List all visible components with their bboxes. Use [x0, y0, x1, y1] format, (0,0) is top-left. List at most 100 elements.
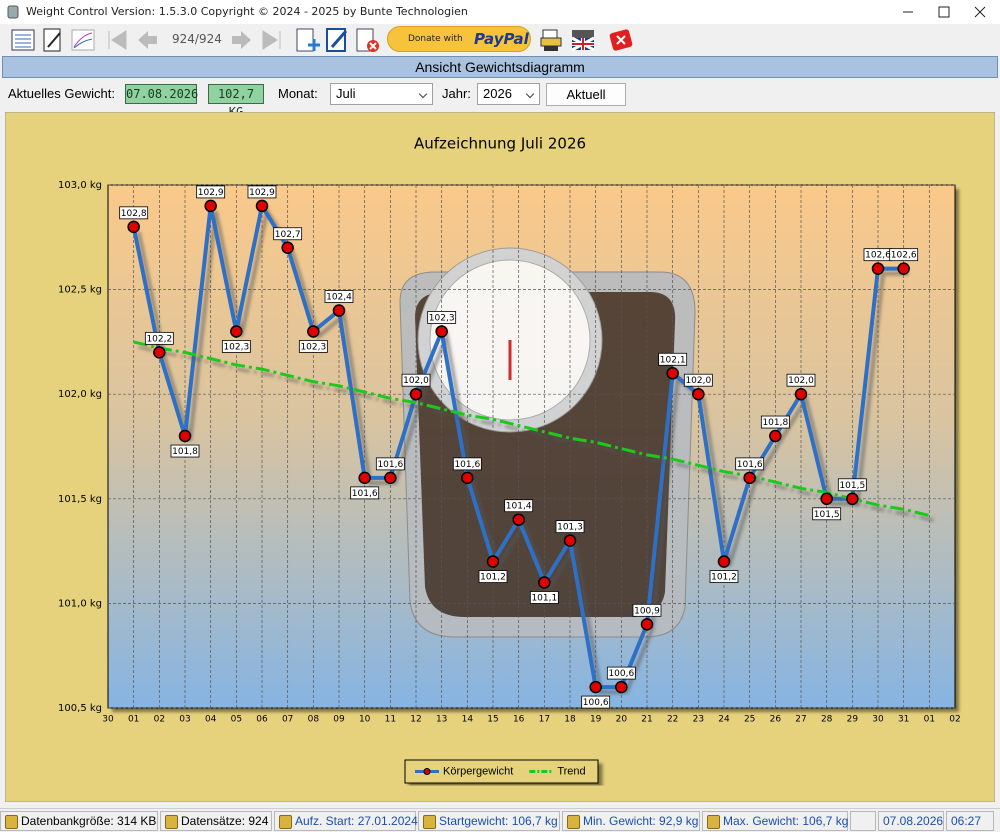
value-label: 100,6	[583, 698, 609, 708]
current-weight-label: Aktuelles Gewicht:	[8, 86, 115, 101]
data-point	[897, 262, 910, 275]
y-tick-label: 102,0 kg	[58, 389, 102, 400]
value-label-box	[144, 331, 174, 345]
previous-record-button[interactable]	[134, 27, 160, 53]
data-point	[204, 199, 217, 213]
close-button[interactable]	[974, 6, 986, 18]
exit-button[interactable]	[608, 27, 634, 53]
edit-view-button[interactable]	[40, 27, 66, 53]
value-label-box	[529, 591, 559, 604]
value-label-box	[812, 507, 842, 521]
x-tick-label: 17	[539, 715, 550, 725]
window-title: Weight Control Version: 1.5.3.0 Copyrigh…	[26, 5, 468, 18]
status-item: Max. Gewicht: 106,7 kg	[702, 811, 848, 831]
value-label-box	[555, 520, 585, 534]
list-view-button[interactable]	[10, 27, 36, 53]
first-record-button[interactable]	[104, 27, 130, 53]
x-tick-label: 27	[795, 715, 806, 725]
current-weight-display: 102,7 KG	[208, 84, 264, 119]
value-label-box	[273, 227, 303, 241]
year-label: Jahr:	[442, 86, 471, 101]
refresh-button[interactable]: Aktuell	[546, 83, 626, 106]
last-record-button[interactable]	[258, 27, 284, 53]
year-combo[interactable]: 2026	[477, 83, 540, 105]
x-tick-label: 21	[641, 715, 652, 725]
status-item: Datenbankgröße: 314 KB	[0, 811, 158, 831]
new-record-button[interactable]	[294, 27, 320, 53]
next-record-button[interactable]	[228, 27, 254, 53]
print-button[interactable]	[538, 27, 564, 53]
value-label-box	[247, 185, 277, 199]
status-item: 06:27	[946, 811, 994, 831]
chart-view-button[interactable]	[70, 27, 96, 53]
y-tick-label: 101,0 kg	[58, 598, 102, 609]
value-label-box	[632, 603, 662, 617]
language-button[interactable]	[570, 27, 596, 53]
value-label: 100,6	[608, 669, 634, 679]
title-bar: Weight Control Version: 1.5.3.0 Copyrigh…	[0, 0, 1000, 24]
edit-record-button[interactable]	[324, 27, 350, 53]
data-point	[435, 325, 448, 338]
maximize-button[interactable]	[938, 6, 950, 18]
value-label-box	[478, 570, 508, 583]
value-label: 102,6	[865, 251, 891, 261]
chart: Aufzeichnung Juli 2026 102,8102,2101,810…	[5, 112, 995, 802]
data-point	[281, 241, 294, 255]
data-point	[563, 534, 577, 547]
data-point	[512, 513, 525, 526]
data-point	[640, 618, 654, 631]
x-tick-label: 24	[718, 715, 730, 725]
donate-button[interactable]: Donate with PayPal	[387, 26, 531, 52]
legend-label: Trend	[557, 765, 585, 777]
status-icon	[567, 815, 580, 829]
value-label: 102,9	[198, 188, 224, 198]
value-label: 101,6	[454, 460, 480, 470]
data-point	[153, 346, 166, 359]
value-label-box	[606, 666, 636, 680]
x-tick-label: 23	[693, 715, 704, 725]
status-icon	[165, 815, 178, 829]
delete-record-button[interactable]	[354, 27, 380, 53]
value-label-box	[760, 415, 790, 429]
x-tick-label: 01	[128, 715, 139, 725]
value-label: 102,7	[275, 230, 301, 240]
window-controls	[903, 6, 986, 18]
status-item: Datensätze: 924	[160, 811, 272, 831]
x-tick-label: 11	[385, 715, 396, 725]
x-tick-label: 04	[205, 715, 217, 725]
value-label-box	[786, 373, 816, 387]
value-label-box	[709, 570, 739, 583]
donate-prefix: Donate with	[408, 34, 463, 44]
x-tick-label: 08	[308, 715, 320, 725]
month-combo[interactable]: Juli	[330, 83, 433, 105]
y-tick-label: 100,5 kg	[58, 703, 102, 714]
value-label-box	[221, 340, 251, 353]
x-tick-label: 01	[924, 715, 935, 725]
status-item: Min. Gewicht: 92,9 kg	[562, 811, 700, 831]
x-tick-label: 07	[282, 715, 293, 725]
plot: 102,8 102,2 101,8 102,9 102,3 102,9 102,7 102,3…	[108, 184, 955, 709]
x-tick-label: 06	[256, 715, 268, 725]
current-date-display: 07.08.2026	[125, 84, 198, 104]
x-tick-label: 30	[102, 715, 114, 725]
x-tick-label: 18	[564, 715, 576, 725]
x-tick-label: 10	[359, 715, 371, 725]
x-tick-label: 05	[231, 715, 242, 725]
status-item: Aufz. Start: 27.01.2024	[274, 811, 418, 831]
value-label-box	[196, 185, 226, 199]
value-label: 102,3	[223, 342, 249, 352]
donate-brand: PayPal	[474, 30, 529, 48]
data-point	[178, 429, 192, 443]
status-icon	[423, 815, 436, 829]
status-icon	[279, 815, 292, 829]
value-label: 101,5	[814, 510, 840, 520]
legend-box	[404, 759, 599, 784]
value-label: 101,6	[352, 489, 378, 499]
value-label-box	[170, 444, 200, 458]
value-label-box	[375, 457, 405, 471]
value-label: 102,8	[121, 209, 147, 219]
x-tick-label: 12	[410, 715, 421, 725]
value-label-box	[581, 695, 611, 709]
value-label: 101,1	[531, 593, 557, 603]
status-text: 06:27	[951, 814, 982, 828]
